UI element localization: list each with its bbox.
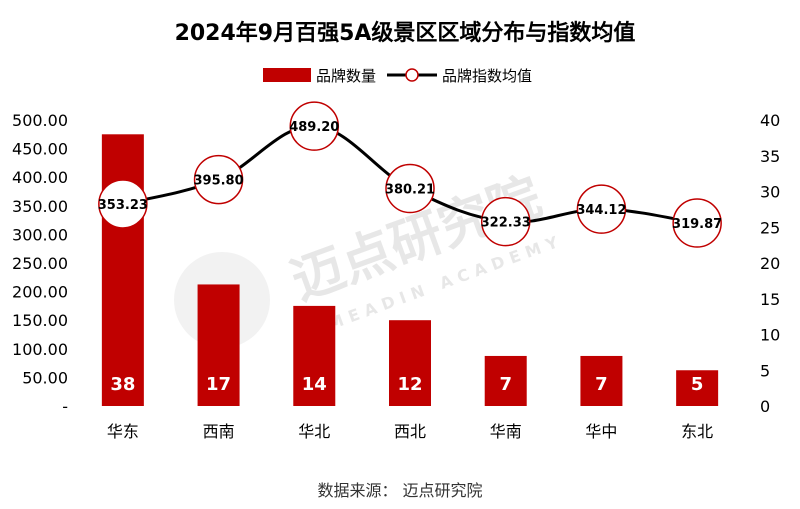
- left-tick-label: 200.00: [12, 283, 68, 302]
- right-tick-label: 0: [760, 397, 770, 416]
- left-axis: - 50.00 100.00 150.00 200.00 250.00 300.00 350.…: [12, 111, 68, 416]
- left-tick-label: 150.00: [12, 311, 68, 330]
- line-point-marker: [193, 154, 244, 205]
- left-tick-label: 500.00: [12, 111, 68, 130]
- bar-value-label: 7: [499, 374, 512, 395]
- left-tick-label: 450.00: [12, 140, 68, 159]
- right-tick-label: 15: [760, 290, 780, 309]
- right-tick-label: 5: [760, 361, 770, 380]
- line-point-label: 395.80: [193, 174, 243, 189]
- bar: [676, 370, 719, 406]
- line-point-label: 380.21: [385, 183, 435, 198]
- line-point-marker: [576, 184, 627, 234]
- line-point-marker: [480, 196, 531, 247]
- bar: [580, 355, 623, 406]
- left-tick-label: 350.00: [12, 197, 68, 216]
- chart-title: 2024年9月百强5A级景区区域分布与指数均值: [175, 20, 636, 46]
- bar-value-label: 14: [302, 374, 327, 395]
- x-tick-label: 华东: [107, 422, 139, 441]
- line-point-marker: [289, 101, 340, 151]
- line-point-marker: [385, 163, 435, 214]
- x-tick-label: 西北: [394, 422, 426, 441]
- left-tick-label: -: [62, 397, 68, 416]
- x-tick-label: 东北: [681, 422, 713, 441]
- line-point-marker: [672, 198, 722, 248]
- bar: [484, 355, 527, 406]
- left-tick-label: 100.00: [12, 340, 68, 359]
- right-tick-label: 10: [760, 326, 780, 345]
- bar-value-label: 7: [595, 374, 608, 395]
- bar-value-label: 5: [691, 374, 704, 395]
- line-point-label: 322.33: [481, 216, 531, 231]
- line-point-label: 353.23: [98, 198, 148, 213]
- line-series: 353.23 395.80 489.20 380.21 322.33 344.12 319.…: [98, 101, 722, 248]
- bar-value-label: 38: [110, 374, 135, 395]
- right-tick-label: 20: [760, 254, 780, 273]
- line-point-marker: [98, 179, 148, 229]
- left-tick-label: 400.00: [12, 168, 68, 187]
- bar-series: 38 17 14 12 7 7 5: [101, 134, 719, 407]
- bar: [293, 305, 336, 406]
- line-point-label: 344.12: [576, 203, 626, 218]
- x-tick-label: 华南: [490, 422, 522, 441]
- line-point-label: 319.87: [672, 217, 722, 232]
- right-tick-label: 30: [760, 183, 780, 202]
- bar: [389, 320, 431, 406]
- right-tick-label: 25: [760, 218, 780, 237]
- bar-value-label: 12: [397, 374, 422, 395]
- left-tick-label: 50.00: [22, 368, 68, 387]
- legend-label-line: 品牌指数均值: [442, 67, 532, 85]
- source-note: 数据来源： 迈点研究院: [317, 481, 482, 500]
- x-axis: 华东 西南 华北 西北 华南 华中 东北: [107, 422, 713, 441]
- right-tick-label: 35: [760, 147, 780, 166]
- line-point-label: 489.20: [289, 120, 339, 135]
- legend-label-bar: 品牌数量: [316, 67, 376, 85]
- left-tick-label: 300.00: [12, 225, 68, 244]
- left-tick-label: 250.00: [12, 254, 68, 273]
- x-tick-label: 华北: [298, 422, 330, 441]
- bar-value-label: 17: [206, 374, 231, 395]
- right-axis: 0 5 10 15 20 25 30 35 40: [760, 111, 780, 416]
- legend-marker-swatch: [405, 68, 419, 82]
- bar: [101, 134, 144, 407]
- legend: 品牌数量 品牌指数均值: [263, 67, 532, 85]
- x-tick-label: 华中: [585, 422, 617, 441]
- bar: [197, 284, 240, 406]
- legend-bar-swatch: [263, 68, 311, 82]
- right-tick-label: 40: [760, 111, 780, 130]
- x-tick-label: 西南: [203, 422, 235, 441]
